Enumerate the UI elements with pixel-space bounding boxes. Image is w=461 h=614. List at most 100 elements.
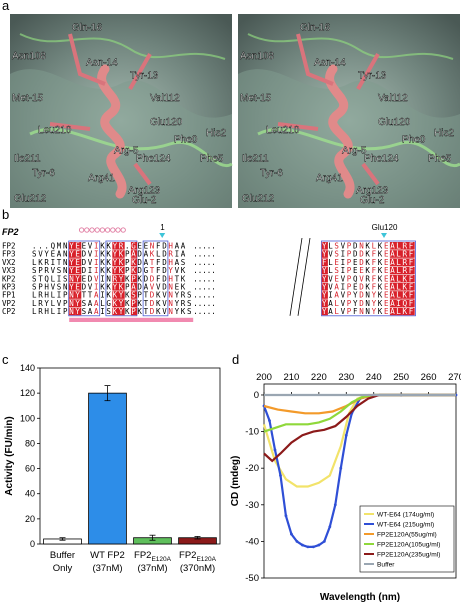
residue: E [359,266,364,275]
residue: I [94,250,99,259]
conserved-cell [389,299,397,307]
residue-label: Asn108 [12,51,46,62]
residue: K [365,283,370,292]
residue: S [334,266,339,275]
residue: K [106,242,111,251]
helix-marker [104,227,111,233]
seq-name: VP2 [2,299,16,308]
y-tick-label: -20 [245,463,259,474]
conserved-cell [321,258,328,266]
residue: Y [69,283,74,292]
conserved-cell [68,266,76,275]
residue: D [353,250,358,259]
residue: R [38,299,43,308]
residue: V [88,283,93,292]
residue: E [384,242,389,251]
residue: K [378,266,383,275]
conserved-cell [130,274,138,283]
residue: I [341,258,346,267]
residue: D [150,307,155,316]
residue-label: Val112 [150,93,180,104]
residue: A [88,299,93,308]
residue: T [144,291,149,300]
conserved-cell [75,291,82,299]
residue: A [175,258,180,267]
residue: D [162,242,167,251]
residue: N [63,250,68,259]
residue: E [384,307,389,316]
conserved-cell [396,307,403,316]
residue: A [390,250,395,259]
conserved-cell [321,242,328,250]
residue: K [38,258,43,267]
residue: K [378,291,383,300]
residue: E [384,250,389,259]
residue: E [51,250,56,259]
residue: P [63,299,68,308]
gap-dots: ..... [193,283,216,292]
helix-marker [94,227,100,233]
residue: F [409,242,414,251]
residue: V [88,258,93,267]
residue: K [403,291,408,300]
conserved-cell [402,250,409,258]
residue-label: Arg123 [128,186,161,197]
legend-label: WT-E64 (174ug/ml) [377,512,434,519]
residue: A [131,250,136,259]
conserved-cell [118,283,125,291]
residue: F [322,258,327,267]
residue: F [156,274,161,283]
residue: I [100,274,105,283]
y-tick-label: 40 [25,489,35,499]
residue: T [88,291,93,300]
residue: K [106,258,111,267]
residue: R [38,291,43,300]
x-tick-label: FP2E120A [134,550,172,563]
residue: Y [69,266,74,275]
residue: Y [69,242,74,251]
legend-label: WT-E64 (215ug/ml) [377,522,434,529]
panel-b-letter: b [2,207,10,222]
residue: L [396,283,401,292]
residue: V [328,250,333,259]
conserved-cell [396,299,403,307]
residue: K [100,283,105,292]
conserved-cell [389,242,397,250]
residue: R [113,274,118,283]
residue: Y [75,299,80,308]
residue: R [119,242,124,251]
residue: V [51,283,56,292]
conserved-cell [75,283,82,291]
y-tick-label: 0 [30,539,35,549]
alignment-header: FP2 [2,227,19,237]
residue: R [403,242,408,251]
residue: D [162,250,167,259]
y-tick-label: 60 [25,464,35,474]
conserved-cell [68,258,76,266]
x-tick-label-line2: (37nM) [137,563,167,574]
residue: D [150,291,155,300]
residue: L [156,250,161,259]
residue: L [372,242,377,251]
residue-label: Glu212 [14,194,47,205]
residue: K [181,266,186,275]
residue: M [57,242,62,251]
residue: A [390,299,395,308]
residue: F [156,266,161,275]
conserved-cell [389,266,397,275]
seq-name: KP3 [2,283,16,292]
residue: E [334,258,339,267]
conserved-cell [321,307,328,316]
residue-label: Ile211 [14,154,41,165]
residue: A [328,307,333,316]
residue-label: Tyr-6 [32,168,55,179]
residue: P [38,283,43,292]
residue: S [334,242,339,251]
residue: R [44,258,49,267]
residue: R [44,266,49,275]
residue: K [365,266,370,275]
residue: Y [322,250,327,259]
residue-label: Phe0 [402,134,426,145]
residue: Q [51,242,56,251]
residue: V [156,283,161,292]
